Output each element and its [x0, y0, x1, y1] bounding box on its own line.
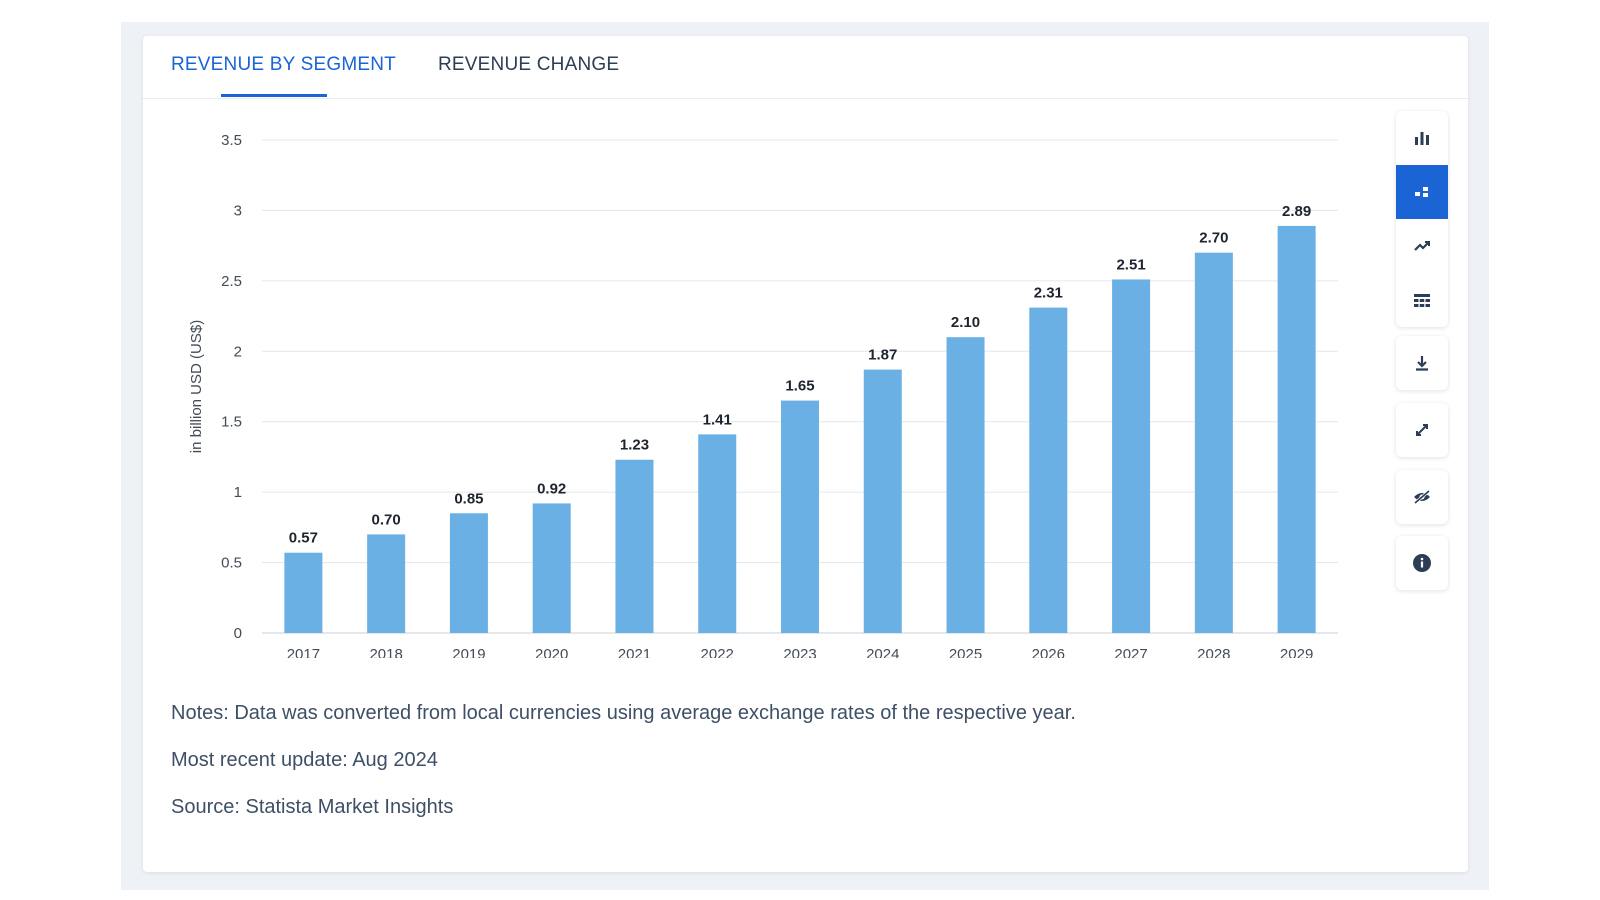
eye-off-icon[interactable] [1396, 470, 1448, 524]
y-tick-label: 3.5 [221, 132, 242, 149]
data-label: 1.65 [785, 378, 814, 395]
x-tick-label: 2026 [1032, 646, 1065, 658]
y-tick-label: 3 [234, 202, 242, 219]
x-tick-label: 2027 [1114, 646, 1147, 658]
data-label: 2.51 [1116, 256, 1145, 273]
download-icon[interactable] [1396, 336, 1448, 390]
bar [698, 434, 737, 633]
data-label: 2.10 [951, 314, 980, 331]
data-label: 0.92 [537, 480, 566, 497]
x-tick-label: 2029 [1280, 646, 1313, 658]
data-label: 1.23 [620, 437, 649, 454]
x-tick-label: 2023 [783, 646, 816, 658]
y-tick-label: 2.5 [221, 273, 242, 290]
y-tick-label: 2 [234, 343, 242, 360]
bar [1277, 225, 1316, 633]
bar [367, 534, 406, 633]
bar [449, 513, 488, 633]
trend-line-icon[interactable] [1396, 219, 1448, 273]
y-axis-label: in billion USD (US$) [188, 320, 205, 453]
download-button[interactable] [1396, 336, 1448, 390]
chart-card: REVENUE BY SEGMENT REVENUE CHANGE 0 0.5 1 1… [143, 36, 1468, 872]
update-date: Most recent update: Aug 2024 [171, 749, 438, 771]
bar [1112, 279, 1151, 633]
bar [284, 552, 323, 633]
tab-revenue-by-segment[interactable]: REVENUE BY SEGMENT [171, 54, 396, 75]
y-tick-label: 1.5 [221, 414, 242, 431]
y-tick-label: 0 [234, 625, 242, 642]
bar [946, 337, 985, 633]
data-label: 0.70 [372, 511, 401, 528]
x-tick-label: 2017 [287, 646, 320, 658]
stacked-chart-icon[interactable] [1396, 165, 1448, 219]
chart-notes: Notes: Data was converted from local cur… [171, 702, 1076, 724]
data-label: 0.57 [289, 530, 318, 547]
tab-revenue-change[interactable]: REVENUE CHANGE [438, 54, 620, 75]
x-tick-label: 2022 [701, 646, 734, 658]
y-tick-label: 1 [234, 484, 242, 501]
data-label: 1.87 [868, 347, 897, 364]
info-icon[interactable] [1396, 536, 1448, 590]
x-tick-label: 2018 [369, 646, 402, 658]
bar-chart: 0 0.5 1 1.5 2 2.5 3 3.5 in billion USD (US$) 0.57… [188, 132, 1338, 658]
x-tick-label: 2028 [1197, 646, 1230, 658]
y-tick-label: 0.5 [221, 555, 242, 572]
x-tick-label: 2025 [949, 646, 982, 658]
hide-button[interactable] [1396, 470, 1448, 524]
table-icon[interactable] [1396, 273, 1448, 327]
expand-button[interactable] [1396, 403, 1448, 457]
x-tick-label: 2021 [618, 646, 651, 658]
expand-icon[interactable] [1396, 403, 1448, 457]
bar [615, 459, 654, 633]
tab-bar: REVENUE BY SEGMENT REVENUE CHANGE [143, 36, 1468, 99]
x-tick-label: 2019 [452, 646, 485, 658]
chart-source: Source: Statista Market Insights [171, 796, 454, 818]
bar [1194, 252, 1233, 633]
x-tick-label: 2024 [866, 646, 899, 658]
bar [532, 503, 571, 633]
bar [1029, 307, 1068, 633]
bar-chart-icon[interactable] [1396, 111, 1448, 165]
bar [781, 400, 819, 633]
info-button[interactable] [1396, 536, 1448, 590]
bar [863, 369, 902, 633]
x-tick-label: 2020 [535, 646, 568, 658]
data-label: 0.85 [454, 490, 483, 507]
data-label: 2.31 [1034, 285, 1063, 302]
data-label: 2.70 [1199, 230, 1228, 247]
data-label: 1.41 [703, 411, 732, 428]
active-tab-indicator [221, 94, 327, 97]
data-label: 2.89 [1282, 203, 1311, 220]
chart-type-toolbar [1396, 111, 1448, 327]
